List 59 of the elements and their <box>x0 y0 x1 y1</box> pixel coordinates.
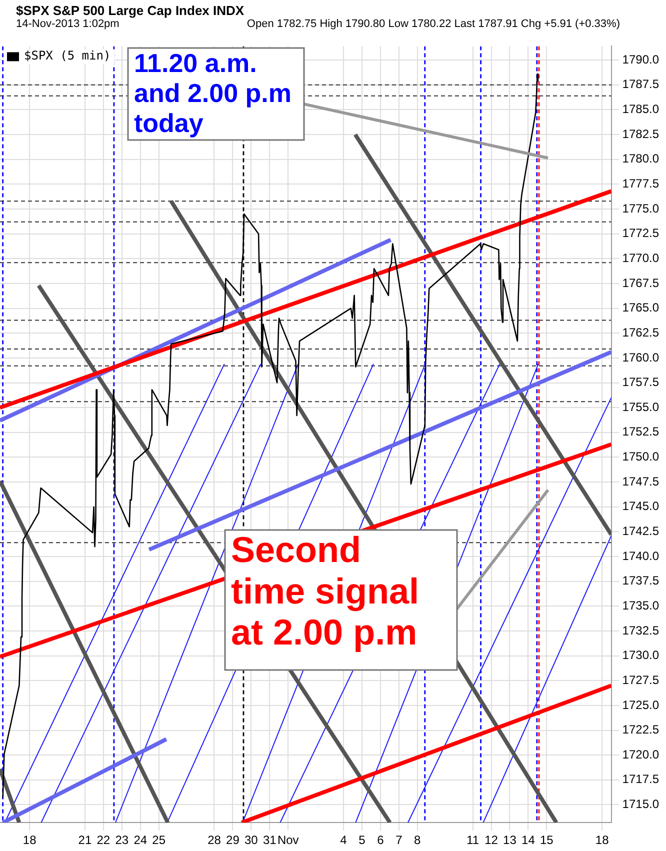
y-tick-label: 1730.0 <box>622 648 660 662</box>
x-tick-label: 30 <box>244 833 258 848</box>
y-tick-label: 1762.5 <box>622 325 660 340</box>
y-tick-label: 1757.5 <box>622 375 660 390</box>
y-tick-label: 1740.0 <box>622 548 660 563</box>
y-tick-label: 1727.5 <box>622 672 660 687</box>
y-tick-label: 1732.5 <box>622 623 660 638</box>
y-tick-label: 1750.0 <box>622 450 660 464</box>
x-tick-label: 22 <box>96 833 110 848</box>
y-tick-label: 1767.5 <box>622 276 660 290</box>
y-tick-label: 1735.0 <box>622 598 660 612</box>
y-tick-label: 1785.0 <box>622 102 660 116</box>
x-tick-label: 28 <box>208 833 222 848</box>
x-tick-label: 4 <box>340 833 348 848</box>
y-tick-label: 1780.0 <box>622 152 660 166</box>
x-tick-label: 24 <box>134 833 148 848</box>
y-tick-label: 1717.5 <box>622 772 660 786</box>
legend-label: $SPX (5 min) <box>24 48 111 62</box>
x-tick-label: 29 <box>226 833 240 848</box>
y-tick-label: 1782.5 <box>622 126 660 141</box>
y-tick-label: 1737.5 <box>622 574 660 588</box>
x-tick-label: 8 <box>414 833 422 848</box>
x-tick-label: 25 <box>152 833 166 848</box>
x-tick-label: 31 <box>262 833 277 848</box>
x-tick-label: 12 <box>484 833 498 848</box>
y-tick-label: 1777.5 <box>622 176 660 191</box>
chart-subtitle: 14-Nov-2013 1:02pm <box>16 18 120 30</box>
annotation: Second time signal at 2.00 p.m <box>231 528 420 653</box>
x-tick-label: 18 <box>22 833 37 848</box>
x-tick-label: 7 <box>396 833 403 848</box>
x-tick-label: 15 <box>540 833 554 848</box>
x-tick-label: 5 <box>358 833 366 848</box>
y-tick-label: 1787.5 <box>622 77 660 92</box>
annotation: 11.20 a.m. and 2.00 p.m today <box>134 48 292 138</box>
y-tick-label: 1790.0 <box>622 52 660 66</box>
y-tick-label: 1772.5 <box>622 226 660 240</box>
y-tick-label: 1742.5 <box>622 524 660 538</box>
y-tick-label: 1775.0 <box>622 201 660 216</box>
y-tick-label: 1725.0 <box>622 698 660 712</box>
x-tick-label: 11 <box>466 833 480 848</box>
x-tick-label: 14 <box>522 833 536 848</box>
y-tick-label: 1770.0 <box>622 250 660 265</box>
y-tick-label: 1752.5 <box>622 424 660 439</box>
y-tick-label: 1720.0 <box>622 747 660 762</box>
y-tick-label: 1760.0 <box>622 350 660 364</box>
x-tick-label: 13 <box>503 833 517 848</box>
x-tick-label: Nov <box>277 833 299 848</box>
y-tick-label: 1715.0 <box>622 797 660 812</box>
y-tick-label: 1722.5 <box>622 722 660 737</box>
x-tick-label: 18 <box>595 833 610 848</box>
y-tick-label: 1765.0 <box>622 300 660 315</box>
chart-title: $SPX S&P 500 Large Cap Index INDX <box>16 3 246 18</box>
x-tick-label: 23 <box>115 833 129 848</box>
x-tick-label: 21 <box>78 833 92 848</box>
y-tick-label: 1745.0 <box>622 499 660 514</box>
x-tick-label: 6 <box>377 833 384 848</box>
y-tick-label: 1747.5 <box>622 474 660 488</box>
text: Open 1782.75 High 1790.80 Low 1780.22 Last 1787.91 Chg +5.91 (+0.33%) <box>246 18 620 30</box>
y-tick-label: 1755.0 <box>622 400 660 414</box>
